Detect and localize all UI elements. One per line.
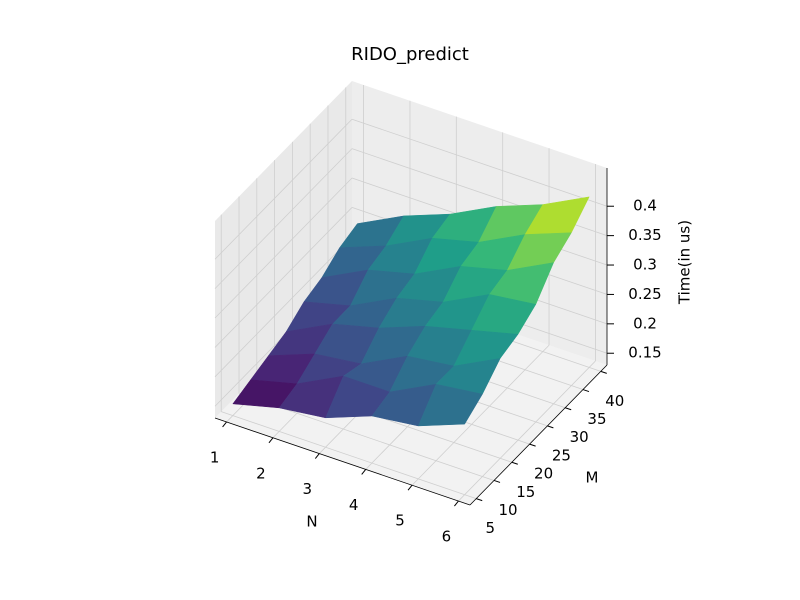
tick-mark xyxy=(314,453,320,459)
grid-line xyxy=(458,360,596,502)
y-axis-label: M xyxy=(586,469,599,487)
tick-mark xyxy=(547,425,554,429)
y-tick-label: 30 xyxy=(570,428,589,446)
z-tick-label: 0.35 xyxy=(628,226,661,244)
z-tick-label: 0.15 xyxy=(628,344,661,362)
x-tick-label: 3 xyxy=(303,480,313,498)
tick-mark xyxy=(407,484,413,491)
chart-title: RIDO_predict xyxy=(351,44,469,65)
tick-mark xyxy=(582,389,590,393)
tick-mark xyxy=(493,479,501,483)
x-axis-label: N xyxy=(306,513,317,531)
y-tick-label: 20 xyxy=(534,465,553,483)
x-tick-label: 4 xyxy=(349,496,359,514)
z-tick-label: 0.3 xyxy=(633,256,657,274)
grid-line xyxy=(214,118,353,260)
x-tick-label: 6 xyxy=(442,528,452,546)
tick-mark xyxy=(565,407,572,411)
grid-line xyxy=(411,344,550,486)
axis-line xyxy=(469,364,608,506)
z-axis-label: Time(in us) xyxy=(676,220,694,305)
x-tick-label: 1 xyxy=(210,448,220,466)
tick-mark xyxy=(476,498,483,502)
z-tick-label: 0.2 xyxy=(633,314,657,332)
grid-line xyxy=(214,148,353,289)
y-tick-label: 35 xyxy=(587,410,606,428)
tick-mark xyxy=(222,421,227,428)
y-tick-label: 40 xyxy=(605,392,624,410)
y-tick-label: 25 xyxy=(552,446,571,464)
x-tick-label: 2 xyxy=(256,464,266,482)
tick-mark xyxy=(600,370,607,374)
y-tick-label: 5 xyxy=(485,519,495,537)
z-tick-label: 0.4 xyxy=(633,197,657,215)
tick-mark xyxy=(361,469,367,475)
z-tick-label: 0.25 xyxy=(628,285,661,303)
surface-cell xyxy=(417,383,483,427)
y-tick-label: 10 xyxy=(498,501,517,519)
tick-mark xyxy=(454,500,459,507)
x-tick-label: 5 xyxy=(395,512,405,530)
grid-line xyxy=(214,207,353,348)
left-pane xyxy=(215,81,352,418)
axis-line xyxy=(214,417,471,506)
y-tick-label: 15 xyxy=(516,483,535,501)
grid-line xyxy=(214,177,353,319)
tick-mark xyxy=(511,461,518,465)
tick-mark xyxy=(529,443,536,447)
grid-line xyxy=(221,411,477,500)
grid-line xyxy=(351,118,608,207)
grid-line xyxy=(214,236,353,378)
tick-mark xyxy=(268,437,274,444)
